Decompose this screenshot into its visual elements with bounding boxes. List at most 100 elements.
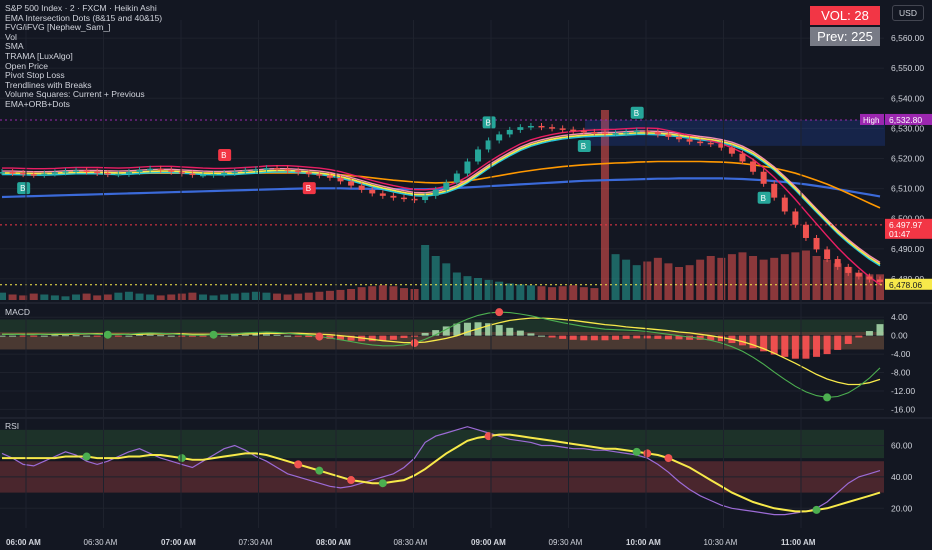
volume-bar	[442, 263, 451, 300]
legend-item[interactable]: Volume Squares: Current + Previous	[5, 89, 145, 100]
legend-item[interactable]: Trendlines with Breaks	[5, 79, 92, 90]
legend-item[interactable]: TRAMA [LuxAlgo]	[5, 50, 73, 61]
signal-label: B	[486, 118, 491, 127]
candle-body	[453, 173, 460, 183]
candle-body	[676, 136, 683, 140]
candle-body	[83, 170, 90, 173]
volume-bar	[177, 293, 186, 300]
macd-histogram-bar	[686, 335, 694, 340]
volume-bar	[495, 281, 504, 300]
volume-bar	[188, 292, 197, 300]
chart-title: S&P 500 Index · 2 · FXCM · Heikin Ashi	[5, 3, 157, 13]
macd-histogram-bar	[485, 323, 493, 336]
macd-histogram-bar	[537, 335, 545, 337]
volume-bar	[378, 285, 387, 300]
rsi-cross-dot	[664, 454, 673, 463]
macd-histogram-bar	[675, 335, 683, 340]
volume-bar	[526, 285, 535, 300]
macd-histogram-bar	[231, 335, 239, 337]
ema-fast-line	[2, 132, 881, 265]
volume-bar	[801, 250, 810, 300]
macd-histogram-bar	[622, 335, 630, 339]
candle-body	[464, 161, 471, 174]
volume-bar	[368, 286, 377, 300]
volume-bar	[93, 295, 102, 300]
candle-body	[51, 172, 58, 174]
candle-body	[633, 130, 640, 133]
volume-bar	[19, 295, 28, 300]
volume-bar	[675, 267, 684, 300]
volume-bar	[8, 294, 17, 300]
candle-body	[538, 125, 545, 128]
macd-y-tick-label: -12.00	[891, 386, 915, 396]
legend-item[interactable]: FVG/iFVG [Nephew_Sam_]	[5, 22, 111, 33]
signal-marker	[482, 116, 496, 129]
volume-bar	[124, 291, 133, 300]
signal-label: B	[221, 151, 226, 160]
legend-item[interactable]: EMA+ORB+Dots	[5, 98, 70, 109]
rsi-cross-dot	[177, 454, 186, 463]
candle-body	[41, 173, 48, 176]
candle-body	[623, 132, 630, 134]
currency-button[interactable]: USD	[892, 5, 924, 21]
legend-item[interactable]: EMA Intersection Dots (8&15 and 40&15)	[5, 12, 163, 23]
candle-body	[231, 171, 238, 174]
macd-cross-dot	[103, 330, 112, 339]
volume-bar	[749, 256, 758, 300]
volume-bar	[198, 294, 207, 300]
macd-histogram-bar	[379, 335, 387, 341]
volume-bar	[664, 263, 673, 300]
x-tick-label: 11:00 AM	[781, 538, 816, 547]
rsi-cross-dot	[643, 449, 652, 458]
legend-item[interactable]: Open Price	[5, 60, 48, 71]
price-tag-bg	[885, 278, 932, 290]
volume-bar	[262, 292, 271, 300]
candle-body	[73, 170, 80, 173]
x-tick-label: 09:30 AM	[549, 538, 583, 547]
macd-histogram-bar	[749, 335, 757, 349]
legend-item[interactable]: Vol	[5, 31, 17, 42]
candle-body	[750, 161, 757, 172]
x-tick-label: 09:00 AM	[471, 538, 506, 547]
candle-body	[199, 174, 206, 177]
candle-body	[20, 172, 27, 175]
candle-body	[739, 153, 746, 162]
macd-histogram-bar	[0, 335, 6, 337]
volume-bar	[770, 257, 779, 300]
volume-bar	[61, 296, 70, 300]
macd-histogram-bar	[305, 335, 313, 338]
legend-item[interactable]: SMA	[5, 41, 24, 52]
volume-bar	[452, 272, 461, 300]
volume-bar	[114, 292, 123, 300]
macd-histogram-bar	[569, 335, 577, 340]
macd-histogram-bar	[802, 335, 810, 359]
y-tick-label: 6,510.00	[891, 184, 924, 194]
volume-bar	[463, 276, 472, 300]
indicator-legend: S&P 500 Index · 2 · FXCM · Heikin Ashi E…	[5, 3, 163, 110]
volume-bar	[854, 272, 863, 300]
volume-bar	[220, 294, 229, 300]
volume-bar	[685, 265, 694, 300]
candle-body	[718, 144, 725, 148]
macd-histogram-bar	[389, 335, 397, 340]
candle-body	[824, 249, 831, 260]
legend-item[interactable]: Pivot Stop Loss	[5, 70, 65, 81]
volume-bar	[590, 288, 599, 300]
macd-y-tick-label: 0.00	[891, 331, 908, 341]
rsi-cross-dot	[632, 447, 641, 456]
volume-bar	[865, 274, 874, 300]
candle-body	[0, 172, 5, 174]
volume-bar	[632, 265, 641, 300]
macd-histogram-bar	[337, 335, 345, 340]
volume-bar	[325, 290, 334, 300]
volume-bar	[717, 257, 726, 300]
candle-body	[30, 174, 37, 176]
rsi-ma-line	[2, 433, 881, 513]
candle-body	[284, 168, 291, 171]
macd-y-tick-label: 4.00	[891, 312, 908, 322]
volume-bar	[294, 293, 303, 300]
macd-histogram-bar	[516, 330, 524, 336]
candle-body	[686, 139, 693, 142]
volume-bar	[569, 285, 578, 300]
